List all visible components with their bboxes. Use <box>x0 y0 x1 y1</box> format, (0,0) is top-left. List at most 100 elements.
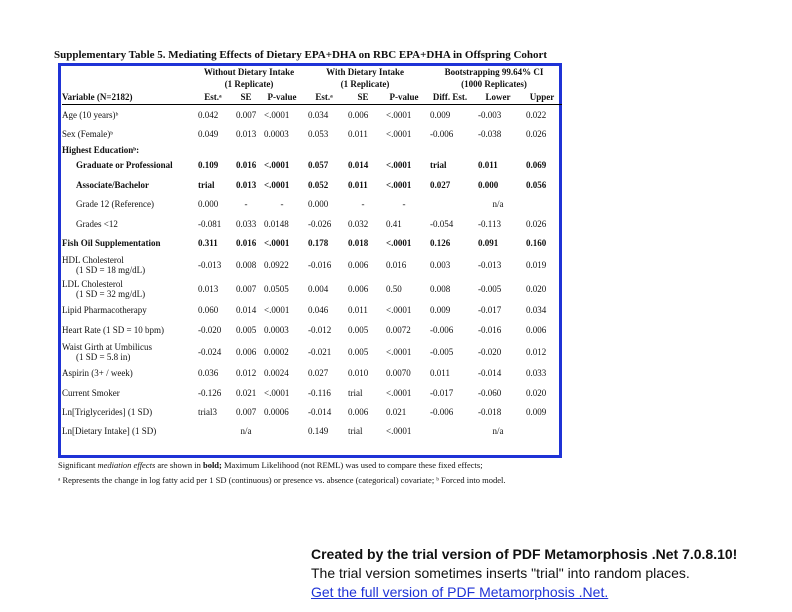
row-label: Associate/Bachelor <box>62 175 194 194</box>
trial-notice-text: The trial version sometimes inserts "tri… <box>311 565 690 581</box>
table-cell: 0.005 <box>348 324 369 335</box>
row-label-sub: (1 SD = 32 mg/dL) <box>76 288 146 299</box>
table-cell: <.0001 <box>386 426 412 437</box>
row-label-text: Grade 12 (Reference) <box>76 199 154 210</box>
table-cell: 0.005 <box>348 346 369 357</box>
table-cell: - <box>280 199 284 210</box>
column-header: P-value <box>260 90 305 105</box>
table-cell: -0.003 <box>478 109 502 120</box>
table-cell: -0.026 <box>308 218 332 229</box>
table-cell: 0.006 <box>348 283 369 294</box>
table-cell: 0.036 <box>198 368 219 379</box>
table-row: Graduate or Professional 0.109 0.016 <.0001… <box>62 156 562 175</box>
row-label: Lipid Pharmacotherapy <box>62 301 194 320</box>
table-cell: 0.012 <box>236 368 257 379</box>
table-cell: 0.032 <box>348 218 369 229</box>
table-cell: 0.0006 <box>264 406 289 417</box>
table-cell: 0.009 <box>526 406 547 417</box>
table-cell: - <box>244 199 248 210</box>
table-cell: 0.007 <box>236 406 257 417</box>
table-section-row: Highest Educationᵇ: <box>62 144 562 156</box>
table-cell: trial <box>198 179 215 190</box>
group-subheader: (1 Replicate) <box>224 79 274 89</box>
column-header-variable: Variable (N=2182) <box>62 90 194 105</box>
table-cell: -0.126 <box>198 387 222 398</box>
table-cell: 0.006 <box>236 346 257 357</box>
table-row: Age (10 years)ᵇ 0.042 0.007 <.0001 0.034 0.00… <box>62 105 562 125</box>
table-cell: 0.046 <box>308 305 329 316</box>
table-cell: 0.0148 <box>264 218 289 229</box>
row-label-text: HDL Cholesterol <box>62 254 124 265</box>
group-header: Bootstrapping 99.64% CI <box>444 66 544 77</box>
footnote-emphasis: mediation effects <box>97 460 156 470</box>
table-cell: trial <box>348 426 363 437</box>
table-cell: 0.020 <box>526 283 547 294</box>
table-cell: 0.0003 <box>264 324 289 335</box>
group-subheader: (1 Replicate) <box>340 79 390 89</box>
row-label: Fish Oil Supplementation <box>62 233 194 252</box>
table-row: LDL Cholesterol (1 SD = 32 mg/dL) 0.013 0.0… <box>62 277 562 301</box>
row-label: Ln[Triglycerides] (1 SD) <box>62 402 194 421</box>
table-cell: 0.020 <box>526 387 547 398</box>
footnote-text: are shown in <box>155 460 203 470</box>
table-cell: -0.014 <box>308 406 332 417</box>
table-cell: -0.005 <box>478 283 502 294</box>
table-cell: 0.052 <box>308 179 329 190</box>
row-label: HDL Cholesterol (1 SD = 18 mg/dL) <box>62 253 194 277</box>
row-label-text: Fish Oil Supplementation <box>62 238 161 249</box>
table-cell <box>522 195 562 214</box>
column-header: Diff. Est. <box>426 90 475 105</box>
table-cell <box>426 422 474 441</box>
table-cell: 0.0922 <box>264 259 289 270</box>
table-cell: -0.060 <box>478 387 502 398</box>
footnote-text: Significant <box>58 460 98 470</box>
table-cell: <.0001 <box>264 305 290 316</box>
row-label-text: Heart Rate (1 SD = 10 bpm) <box>62 324 165 335</box>
table-cell: 0.053 <box>308 129 329 140</box>
table-cell: -0.006 <box>430 324 454 335</box>
table-cell: 0.019 <box>526 259 547 270</box>
table-cell: -0.016 <box>478 324 502 335</box>
row-label-text: Age (10 years)ᵇ <box>62 109 119 120</box>
row-label-text: Graduate or Professional <box>76 160 173 171</box>
table-cell: 0.109 <box>198 160 219 171</box>
table-cell: 0.049 <box>198 129 219 140</box>
table-cell: 0.021 <box>236 387 257 398</box>
table-cell: 0.011 <box>348 129 368 140</box>
table-row: Grade 12 (Reference) 0.000 - - 0.000 - - n/a <box>62 195 562 214</box>
table-cell: -0.013 <box>478 259 502 270</box>
table-cell: 0.0072 <box>386 324 411 335</box>
footnote-bold: bold; <box>202 460 222 470</box>
table-cell: 0.013 <box>236 179 257 190</box>
table-cell <box>426 195 474 214</box>
table-cell: 0.011 <box>430 368 450 379</box>
section-label: Highest Educationᵇ: <box>62 144 140 155</box>
table-cell: 0.000 <box>478 179 499 190</box>
table-cell: 0.006 <box>348 259 369 270</box>
table-cell: 0.016 <box>386 259 407 270</box>
table-cell: <.0001 <box>264 387 290 398</box>
table-row: Associate/Bachelor trial 0.013 <.0001 0.052 0… <box>62 175 562 194</box>
get-full-version-link[interactable]: Get the full version of PDF Metamorphosi… <box>311 584 609 600</box>
row-label: Sex (Female)ᵇ <box>62 124 194 143</box>
table-cell: -0.038 <box>478 129 502 140</box>
row-label-text: Aspirin (3+ / week) <box>62 368 133 379</box>
table-cell: -0.006 <box>430 129 454 140</box>
table-cell: 0.056 <box>526 179 547 190</box>
table-cell: 0.50 <box>386 283 402 294</box>
table-cell: 0.0024 <box>264 368 289 379</box>
table-cell: <.0001 <box>386 109 412 120</box>
table-cell: <.0001 <box>386 179 412 190</box>
row-label-text: Current Smoker <box>62 387 120 398</box>
table-cell: 0.000 <box>308 199 329 210</box>
table-cell: - <box>361 199 365 210</box>
table-cell: -0.005 <box>430 346 454 357</box>
table-row: Fish Oil Supplementation 0.311 0.016 <.0001… <box>62 233 562 252</box>
table-cell: 0.011 <box>348 305 368 316</box>
row-label-text: Ln[Dietary Intake] (1 SD) <box>62 426 157 437</box>
row-label: Waist Girth at Umbilicus (1 SD = 5.8 in) <box>62 340 194 364</box>
table-cell <box>194 422 232 441</box>
table-cell: -0.017 <box>430 387 454 398</box>
table-cell: <.0001 <box>386 387 412 398</box>
table-cell: 0.091 <box>478 238 499 249</box>
